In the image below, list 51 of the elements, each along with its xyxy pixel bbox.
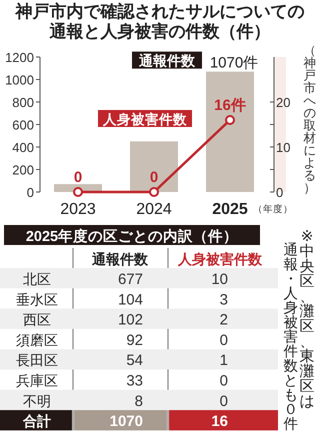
y-tick-label: 西区 — [23, 312, 51, 328]
y-tick-label: 兵庫区 — [16, 372, 58, 388]
data-label: 33 — [126, 372, 143, 390]
data-label: 3 — [220, 291, 228, 308]
y-tick-label: 合計 — [22, 413, 51, 430]
data-label: 0 — [74, 169, 82, 186]
data-label: 104 — [118, 291, 143, 308]
y-tick-label: 600 — [12, 118, 34, 132]
data-label: 16 — [211, 413, 228, 430]
text: （神戸市への取材による） — [304, 44, 316, 195]
data-label: 0 — [220, 392, 228, 410]
y-tick-label: 1200 — [5, 50, 34, 65]
bar — [130, 141, 178, 192]
data-label: 16件 — [214, 97, 246, 114]
y2-tick-label: 10 — [276, 140, 290, 155]
text: ※中央区、灘区、東灘区は — [300, 228, 314, 410]
data-label: 0 — [220, 332, 228, 349]
y-tick-label: 1000 — [5, 72, 34, 88]
x-tick-label: 2025 — [212, 201, 248, 218]
data-label: 0 — [220, 372, 228, 390]
y-tick-label: 200 — [12, 162, 34, 178]
series-label: 通報件数 — [138, 52, 196, 69]
x-tick-label: 2024 — [136, 201, 172, 218]
data-label: 677 — [118, 271, 143, 288]
chart-title: 2025年度の区ごとの内訳（件） — [26, 227, 238, 245]
y-tick-label: 北区 — [23, 271, 51, 287]
x-tick-label: 2023 — [60, 201, 96, 218]
y-tick-label: 垂水区 — [16, 291, 58, 308]
text: 通報・人身被害件数とも０件 — [284, 242, 298, 432]
data-label: 1 — [220, 352, 228, 370]
x-axis-title: （年度） — [253, 203, 293, 215]
y2-tick-label: 0 — [276, 185, 284, 200]
y-tick-label: 須磨区 — [16, 332, 58, 348]
data-label: 92 — [126, 332, 143, 349]
data-label: 1070 — [110, 413, 143, 430]
data-label: 0 — [150, 169, 158, 186]
data-label: 2 — [220, 312, 228, 329]
y-tick-label: 800 — [12, 95, 34, 110]
bar — [206, 72, 254, 192]
chart-title: 神戸市内で確認されたサルについての通報と人身被害の件数（件） — [14, 2, 306, 42]
y-tick-label: 長田区 — [16, 352, 58, 368]
series-label: 人身被害件数 — [102, 111, 188, 127]
data-label: 1070件 — [210, 54, 258, 72]
data-label: 8 — [134, 392, 143, 410]
y-tick-label: 0 — [26, 185, 34, 200]
y2-tick-label: 20 — [276, 95, 290, 110]
y-tick-label: 不明 — [23, 392, 51, 409]
data-label: 10 — [211, 271, 228, 288]
data-label: 54 — [126, 352, 143, 370]
y-tick-label: 400 — [12, 140, 34, 155]
data-label: 102 — [118, 312, 143, 329]
